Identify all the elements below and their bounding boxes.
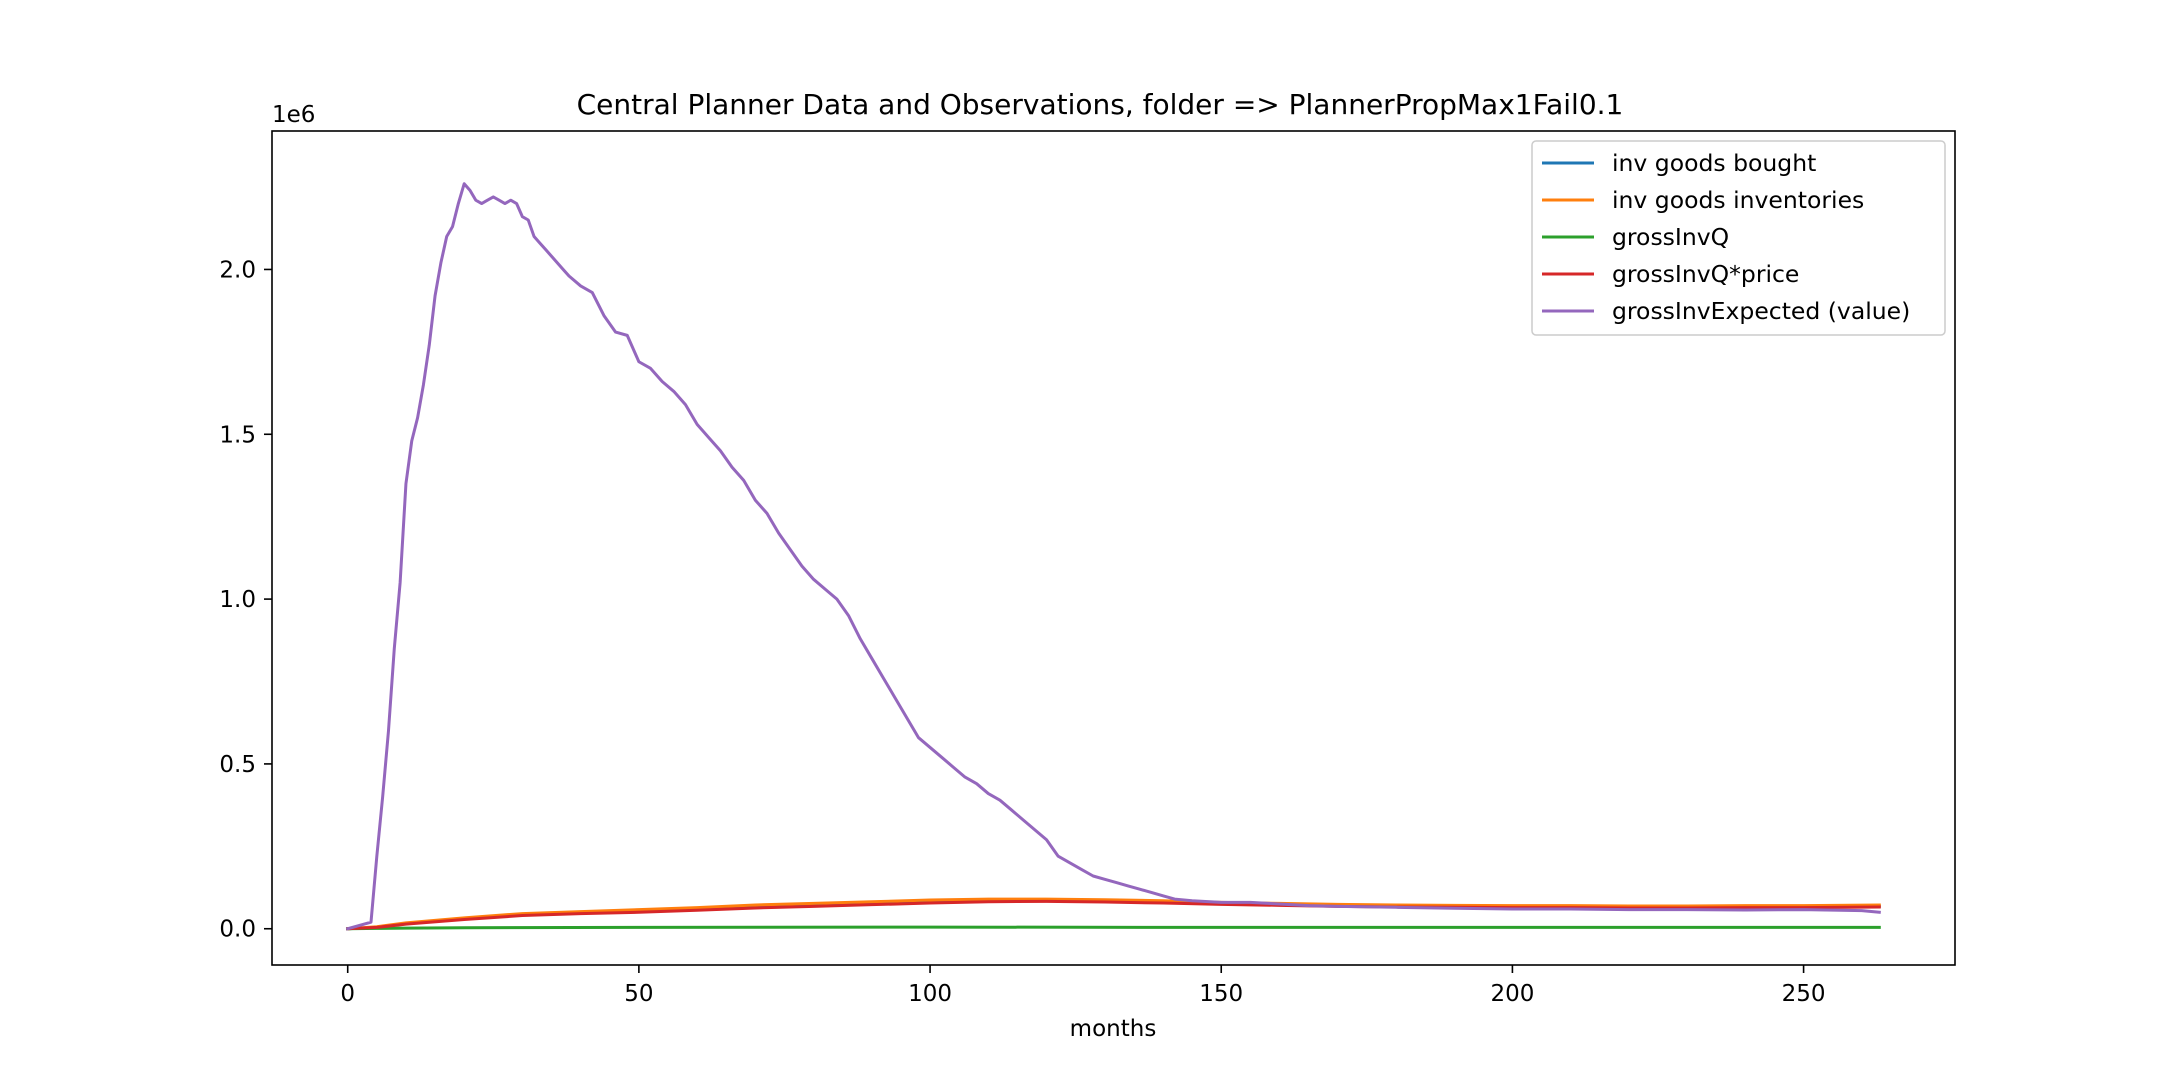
x-tick-label: 50	[624, 981, 653, 1007]
legend-label: grossInvQ*price	[1612, 260, 1799, 288]
axes: 0 50 100 150 200 250 0.0 0.5 1.0 1.5 2.0	[219, 130, 1956, 1007]
chart-title: Central Planner Data and Observations, f…	[577, 88, 1624, 121]
x-tick-label: 150	[1199, 981, 1243, 1007]
y-offset-label: 1e6	[272, 102, 315, 128]
series-line-inv-goods-inventories	[346, 897, 1881, 931]
y-tick-label: 0.5	[219, 752, 256, 778]
y-tick-label: 1.5	[219, 422, 256, 448]
series-lines	[345, 182, 1881, 931]
legend-item-grossinvq: grossInvQ	[1542, 223, 1729, 251]
legend-box	[1531, 140, 1946, 336]
x-tick-label: 200	[1490, 981, 1534, 1007]
legend: inv goods bought inv goods inventories gro…	[1531, 140, 1946, 336]
x-tick-label: 250	[1782, 981, 1826, 1007]
x-tick-label: 100	[908, 981, 952, 1007]
x-tick-label: 0	[340, 981, 355, 1007]
legend-item-inv-goods-bought: inv goods bought	[1542, 149, 1816, 177]
legend-item-grossinvq-price: grossInvQ*price	[1542, 260, 1799, 288]
legend-label: grossInvExpected (value)	[1612, 297, 1910, 325]
plot-area	[345, 182, 1881, 931]
legend-item-inv-goods-inventories: inv goods inventories	[1542, 186, 1864, 214]
legend-label: inv goods inventories	[1612, 186, 1864, 214]
legend-label: inv goods bought	[1612, 149, 1816, 177]
series-line-grossinvq	[346, 925, 1881, 931]
legend-label: grossInvQ	[1612, 223, 1729, 251]
y-tick-label: 1.0	[219, 587, 256, 613]
x-axis-label: months	[1070, 1016, 1157, 1042]
axes-frame	[271, 130, 1956, 966]
y-tick-label: 2.0	[219, 257, 256, 283]
series-line-grossinvexpected-value	[345, 182, 1881, 931]
legend-item-grossinvexpected-value: grossInvExpected (value)	[1542, 297, 1910, 325]
y-tick-label: 0.0	[219, 917, 256, 943]
